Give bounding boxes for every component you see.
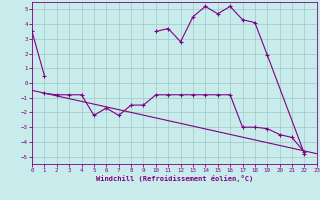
X-axis label: Windchill (Refroidissement éolien,°C): Windchill (Refroidissement éolien,°C): [96, 175, 253, 182]
